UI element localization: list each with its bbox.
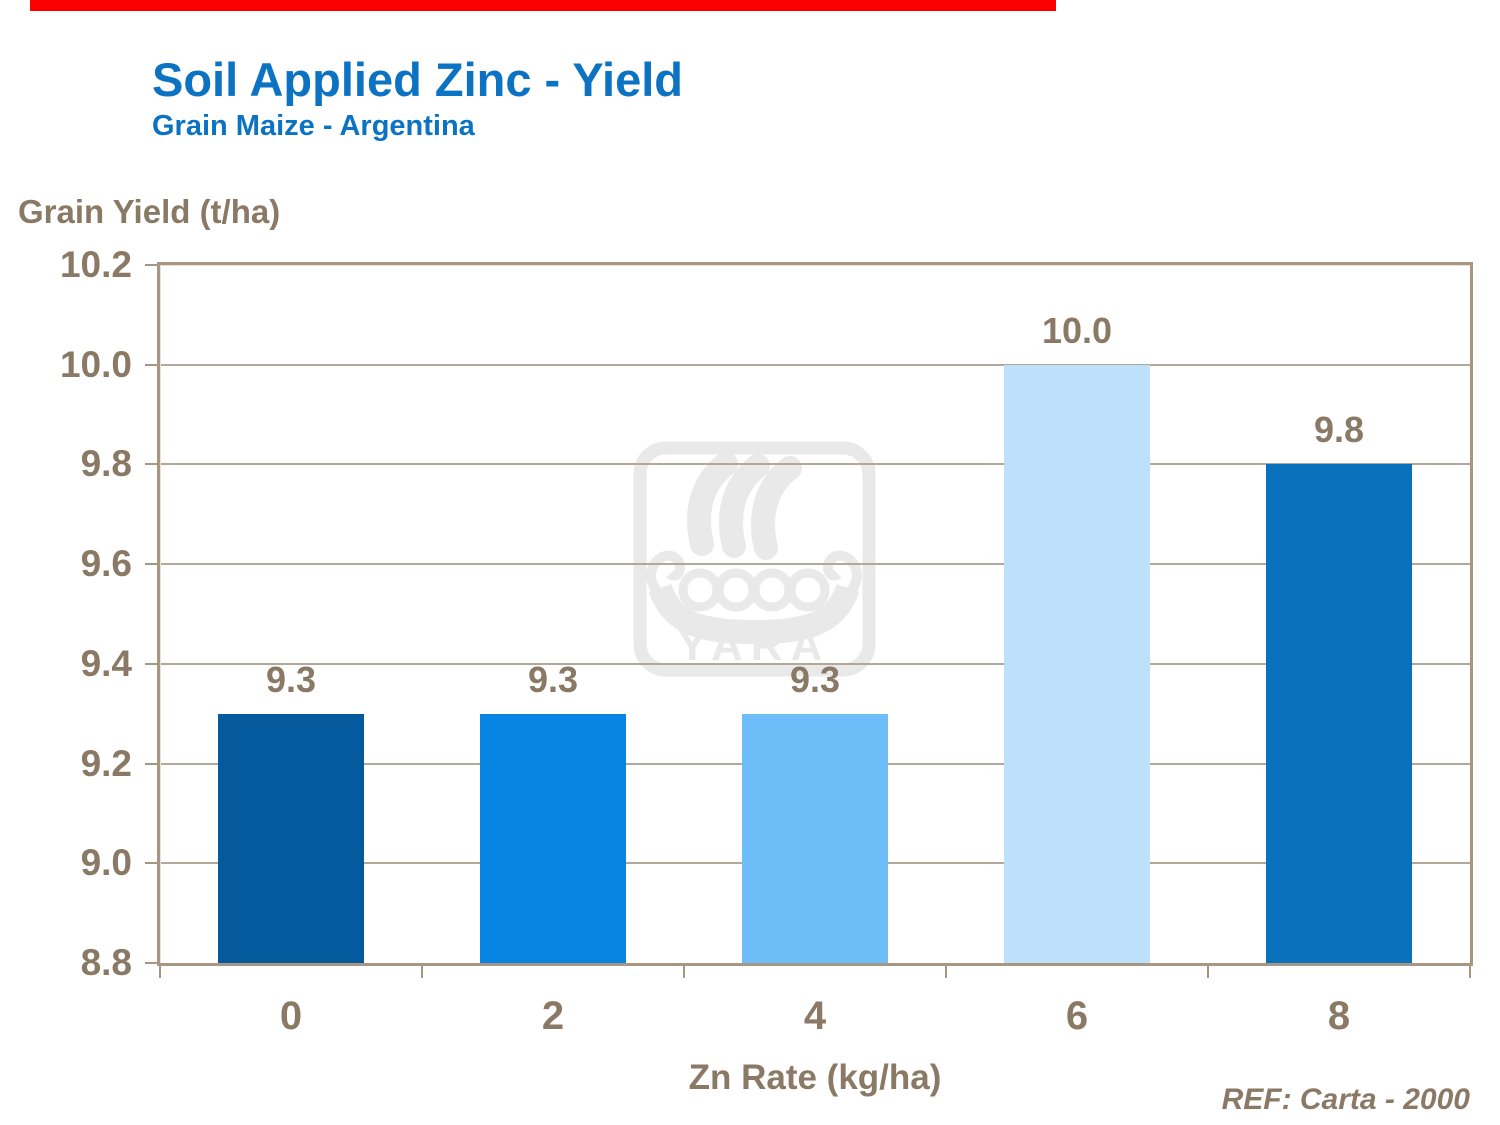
bar-zn-4	[742, 713, 888, 963]
gridline	[160, 363, 1470, 366]
bar-value-label: 10.0	[1041, 309, 1113, 351]
y-tick-mark	[145, 662, 160, 665]
bar-zn-0	[218, 713, 364, 963]
y-tick-mark	[145, 264, 160, 266]
x-category-label: 2	[541, 994, 565, 1038]
x-tick-mark	[421, 963, 423, 978]
x-category-label: 4	[803, 994, 827, 1038]
bar-zn-8	[1266, 464, 1412, 963]
y-tick-mark	[145, 463, 160, 466]
x-tick-mark	[683, 963, 685, 978]
y-axis-title: Grain Yield (t/ha)	[18, 193, 281, 230]
y-tick-label: 9.2	[80, 742, 132, 784]
bar-zn-6	[1004, 364, 1150, 963]
gridline	[160, 463, 1470, 466]
gridline	[160, 563, 1470, 566]
y-tick-label: 9.0	[80, 842, 132, 884]
bar-zn-2	[480, 713, 626, 963]
gridline	[160, 662, 1470, 665]
bar-value-label: 9.3	[527, 658, 579, 700]
yara-logo-watermark: YARA	[632, 440, 877, 678]
y-tick-label: 9.8	[80, 443, 132, 485]
y-tick-mark	[145, 563, 160, 566]
y-tick-label: 9.6	[80, 543, 132, 585]
y-tick-label: 8.8	[80, 942, 132, 983]
y-tick-label: 9.4	[80, 642, 132, 684]
x-tick-mark	[1469, 963, 1471, 978]
y-tick-mark	[145, 762, 160, 765]
y-tick-mark	[145, 363, 160, 366]
reference-note: REF: Carta - 2000	[1221, 1083, 1470, 1116]
top-accent-bar	[30, 0, 1056, 11]
x-category-label: 6	[1065, 994, 1089, 1038]
bar-value-label: 9.8	[1313, 409, 1365, 451]
x-axis-title: Zn Rate (kg/ha)	[688, 1058, 942, 1097]
bar-value-label: 9.3	[265, 658, 317, 700]
chart-title: Soil Applied Zinc - Yield	[152, 53, 683, 106]
x-tick-mark	[1207, 963, 1209, 978]
x-category-label: 0	[279, 994, 303, 1038]
y-tick-mark	[145, 962, 160, 964]
viking-ship-icon: YARA	[633, 441, 876, 677]
y-tick-mark	[145, 862, 160, 865]
chart-subtitle: Grain Maize - Argentina	[152, 110, 475, 142]
y-tick-label: 10.2	[59, 244, 132, 285]
x-category-label: 8	[1327, 994, 1351, 1038]
x-tick-mark	[945, 963, 947, 978]
y-tick-label: 10.0	[59, 343, 132, 385]
watermark-text: YARA	[678, 621, 831, 670]
bar-value-label: 9.3	[789, 658, 841, 700]
x-tick-mark	[159, 963, 161, 978]
